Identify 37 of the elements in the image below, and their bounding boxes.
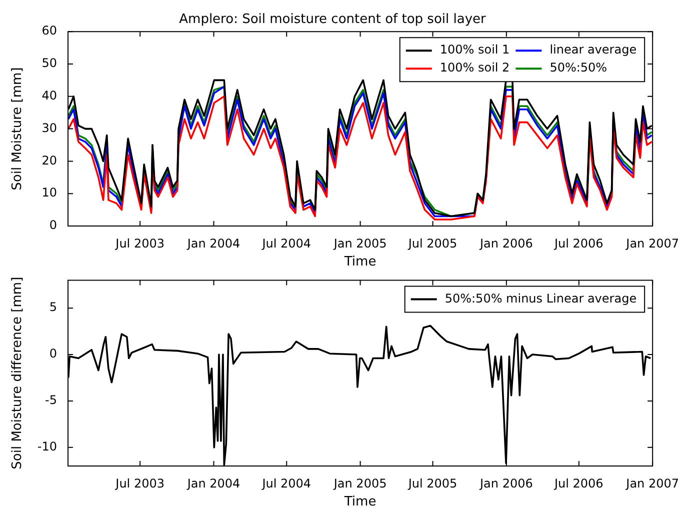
x-tick-label: Jul 2005 (407, 236, 458, 250)
x-tick-label: Jan 2006 (479, 236, 533, 250)
y-tick-label: 10 (42, 186, 57, 200)
y-axis-title: Soil Moisture [mm] (10, 67, 26, 190)
legend-label: 100% soil 1 (440, 42, 510, 57)
x-tick-label: Jul 2004 (261, 476, 312, 490)
x-tick-label: Jul 2004 (261, 236, 312, 250)
legend-label: 100% soil 2 (440, 60, 510, 75)
x-tick-label: Jan 2005 (332, 476, 387, 490)
y-tick-label: -5 (45, 393, 57, 408)
x-tick-label: Jul 2003 (114, 236, 164, 250)
x-axis-title: Time (343, 254, 376, 270)
legend-label: 50%:50% minus Linear average (444, 291, 637, 306)
x-tick-label: Jan 2005 (332, 236, 387, 250)
legend-label: 50%:50% (550, 60, 608, 75)
x-tick-label: Jan 2007 (625, 476, 680, 490)
y-tick-label: 60 (42, 24, 57, 38)
y-tick-label: 40 (42, 88, 57, 103)
y-axis-title: Soil Moisture difference [mm] (10, 276, 26, 470)
y-tick-label: 30 (42, 120, 57, 135)
chart-title: Amplero: Soil moisture content of top soil layer (179, 12, 487, 28)
x-tick-label: Jan 2007 (625, 236, 680, 250)
y-tick-label: -10 (37, 440, 57, 454)
x-tick-label: Jan 2006 (479, 476, 533, 490)
x-tick-label: Jan 2004 (186, 476, 240, 490)
y-tick-label: 0 (49, 346, 57, 361)
x-tick-label: Jan 2004 (186, 236, 240, 250)
y-tick-label: 5 (49, 300, 57, 314)
x-axis-title: Time (343, 494, 376, 510)
y-tick-label: 0 (49, 218, 57, 232)
y-tick-label: 20 (42, 153, 57, 168)
x-tick-label: Jul 2005 (407, 476, 458, 490)
y-tick-label: 50 (42, 56, 57, 70)
x-tick-label: Jul 2006 (553, 236, 604, 250)
x-tick-label: Jul 2006 (553, 476, 604, 490)
legend-label: linear average (550, 42, 637, 57)
x-tick-label: Jul 2003 (114, 476, 164, 490)
